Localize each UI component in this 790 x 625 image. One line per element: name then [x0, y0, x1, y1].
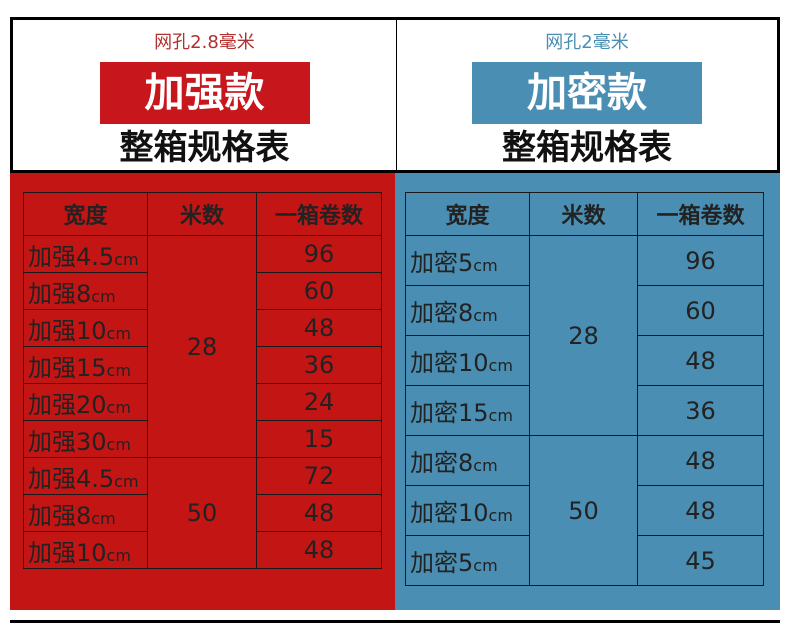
table-row: 加密5cm 45: [405, 535, 764, 586]
table-row: 加强30cm 15: [23, 420, 382, 458]
width-cell: 加强8cm: [23, 272, 148, 310]
table-subtitle: 整箱规格表: [119, 128, 290, 168]
width-cell: 加密10cm: [405, 335, 530, 386]
width-cell: 加密15cm: [405, 385, 530, 436]
meters-cell: 50: [529, 435, 638, 586]
rolls-cell: 96: [637, 235, 764, 286]
spec-table: 宽度 米数 一箱卷数 加强4.5cm 28 96 加强8cm 60 加强10cm…: [23, 192, 382, 569]
table-row: 加强8cm 48: [23, 494, 382, 532]
table-row: 加强20cm 24: [23, 383, 382, 421]
width-cell: 加强10cm: [23, 531, 148, 569]
rolls-cell: 60: [256, 272, 382, 310]
rolls-cell: 48: [256, 309, 382, 347]
rolls-cell: 48: [637, 335, 764, 386]
col-header-meters: 米数: [147, 192, 257, 236]
table-row: 加强4.5cm 28 96: [23, 235, 382, 458]
width-cell: 加强4.5cm: [23, 235, 148, 273]
bottom-divider: [10, 620, 780, 623]
rolls-cell: 24: [256, 383, 382, 421]
reinforced-panel: 宽度 米数 一箱卷数 加强4.5cm 28 96 加强8cm 60 加强10cm…: [10, 173, 395, 610]
col-header-rolls: 一箱卷数: [637, 192, 764, 236]
rolls-cell: 48: [256, 531, 382, 569]
mesh-size-label: 网孔2.8毫米: [154, 32, 255, 53]
rolls-cell: 96: [256, 235, 382, 273]
rolls-cell: 72: [256, 457, 382, 495]
width-cell: 加密5cm: [405, 535, 530, 586]
rolls-cell: 36: [637, 385, 764, 436]
rolls-cell: 48: [637, 485, 764, 536]
table-row: 加密10cm 48: [405, 485, 764, 536]
meters-cell: 28: [529, 235, 638, 436]
meters-cell: 50: [147, 457, 257, 569]
dense-panel: 宽度 米数 一箱卷数 加密5cm 28 96 加密8cm 60 加密10cm 4…: [395, 173, 780, 610]
rolls-cell: 36: [256, 346, 382, 384]
header-dense: 网孔2毫米 加密款 整箱规格表: [396, 17, 780, 173]
meters-cell: 28: [147, 235, 257, 458]
table-subtitle: 整箱规格表: [502, 128, 672, 168]
width-cell: 加强15cm: [23, 346, 148, 384]
col-header-rolls: 一箱卷数: [256, 192, 382, 236]
col-header-width: 宽度: [23, 192, 148, 236]
table-row: 加密8cm 60: [405, 285, 764, 336]
col-header-width: 宽度: [405, 192, 530, 236]
width-cell: 加密10cm: [405, 485, 530, 536]
width-cell: 加强10cm: [23, 309, 148, 347]
rolls-cell: 48: [256, 494, 382, 532]
table-row: 加强8cm 60: [23, 272, 382, 310]
width-cell: 加强4.5cm: [23, 457, 148, 495]
width-cell: 加密8cm: [405, 285, 530, 336]
table-row: 加密10cm 48: [405, 335, 764, 386]
width-cell: 加密8cm: [405, 435, 530, 486]
width-cell: 加强20cm: [23, 383, 148, 421]
product-badge: 加强款: [99, 62, 310, 124]
table-row: 加密5cm 28 96: [405, 235, 764, 436]
table-row: 加密8cm 50 48: [405, 435, 764, 586]
header-reinforced: 网孔2.8毫米 加强款 整箱规格表: [10, 17, 397, 173]
rolls-cell: 45: [637, 535, 764, 586]
product-badge: 加密款: [472, 62, 702, 124]
rolls-cell: 48: [637, 435, 764, 486]
table-row: 加强4.5cm 50 72: [23, 457, 382, 569]
rolls-cell: 60: [637, 285, 764, 336]
table-row: 加强15cm 36: [23, 346, 382, 384]
table-row: 加强10cm 48: [23, 531, 382, 569]
spec-table: 宽度 米数 一箱卷数 加密5cm 28 96 加密8cm 60 加密10cm 4…: [405, 192, 764, 586]
width-cell: 加强8cm: [23, 494, 148, 532]
mesh-size-label: 网孔2毫米: [545, 32, 629, 53]
width-cell: 加密5cm: [405, 235, 530, 286]
rolls-cell: 15: [256, 420, 382, 458]
width-cell: 加强30cm: [23, 420, 148, 458]
col-header-meters: 米数: [529, 192, 638, 236]
